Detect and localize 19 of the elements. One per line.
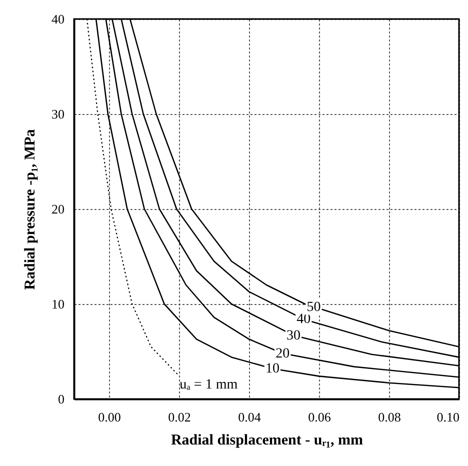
x-tick-label: 0.06 [308,410,332,424]
x-tick-label: 0.04 [238,410,262,424]
y-tick-label: 20 [52,202,64,216]
x-tick-label: 0.10 [436,410,460,424]
y-tick-label: 30 [52,106,64,122]
x-tick-label: 0.02 [168,410,191,424]
annotation: 50 [306,300,321,315]
annotation: uₐ = 1 mm [180,377,238,392]
annotation: 20 [276,346,290,362]
y-tick-label: 0 [58,392,64,406]
y-tick-label: 40 [52,12,64,26]
y-tick-label: 10 [52,296,64,312]
x-axis-title: Radial displacement - uᵣ₁, mm [170,432,364,448]
annotation: 40 [296,312,311,328]
annotation: 30 [286,328,300,344]
y-axis-title: Radial pressure -p₁, MPa [22,128,38,290]
annotation: 10 [265,362,280,377]
x-tick-label: 0.00 [98,410,121,424]
x-tick-label: 0.08 [378,410,401,424]
